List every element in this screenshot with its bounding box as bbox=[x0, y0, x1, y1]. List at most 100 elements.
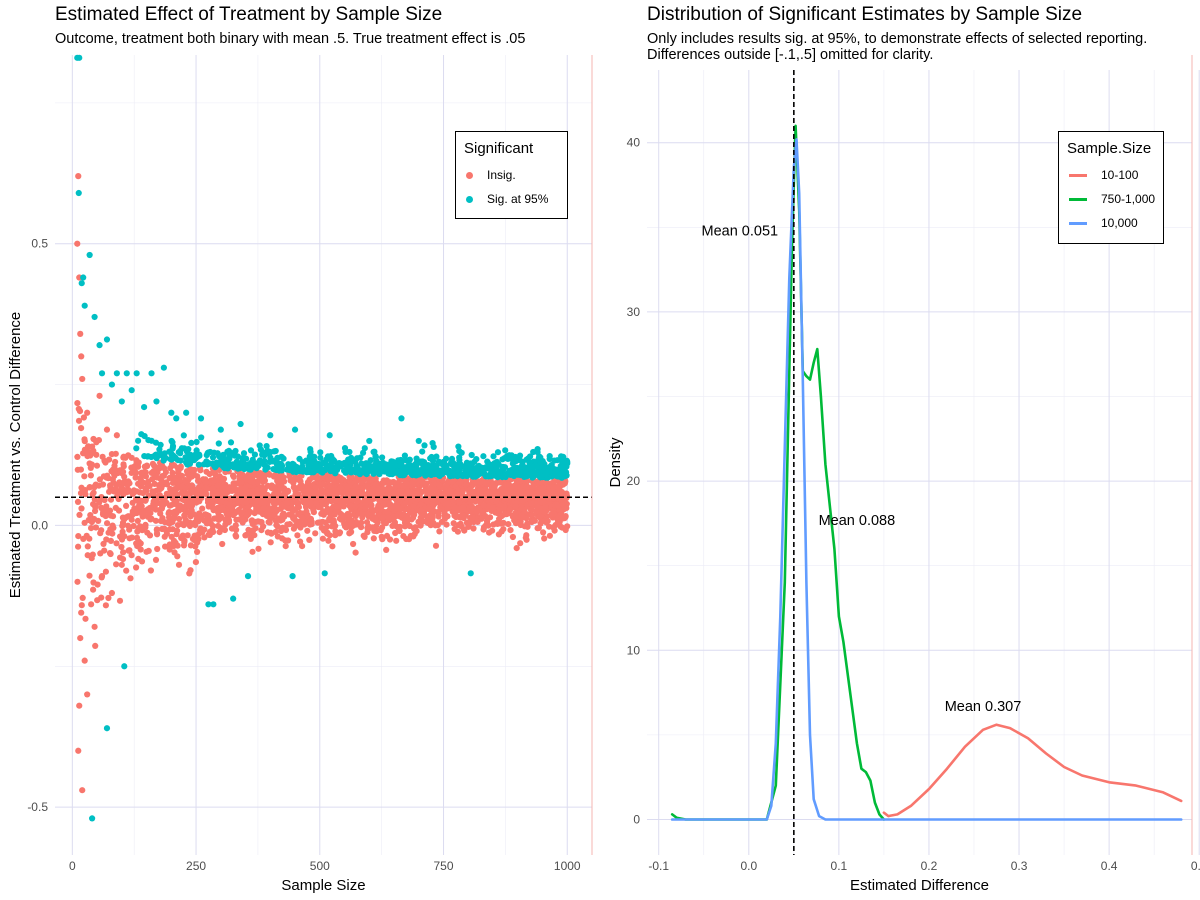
insig-point bbox=[160, 501, 167, 509]
x-tick-label: 0.3 bbox=[1011, 859, 1028, 873]
insig-point bbox=[444, 480, 451, 487]
insig-point bbox=[325, 537, 332, 544]
insig-point bbox=[130, 522, 137, 530]
insig-point bbox=[107, 537, 114, 545]
insig-point bbox=[95, 437, 102, 444]
insig-point bbox=[304, 527, 311, 534]
insig-point bbox=[279, 535, 286, 542]
insig-point bbox=[268, 530, 275, 537]
insig-point bbox=[168, 502, 175, 509]
sig-point bbox=[239, 455, 246, 462]
insig-point bbox=[347, 502, 354, 509]
insig-point bbox=[118, 536, 126, 543]
x-tick-label: -0.1 bbox=[648, 859, 669, 873]
sig-point bbox=[476, 463, 483, 470]
sig-point bbox=[367, 457, 374, 464]
insig-point bbox=[239, 519, 246, 526]
insig-point bbox=[162, 494, 169, 501]
sig-point bbox=[187, 451, 194, 458]
insig-point bbox=[169, 469, 176, 477]
insig-point bbox=[128, 516, 135, 523]
insig-point bbox=[219, 540, 226, 548]
sig-point bbox=[237, 420, 244, 428]
insig-point bbox=[458, 490, 465, 497]
sig-point bbox=[241, 461, 248, 468]
insig-point bbox=[494, 478, 502, 485]
insig-point bbox=[523, 536, 530, 543]
insig-point bbox=[464, 493, 471, 500]
insig-point bbox=[339, 511, 346, 519]
insig-point bbox=[138, 469, 145, 476]
sig-point bbox=[180, 432, 187, 439]
sig-point bbox=[133, 445, 140, 452]
density-plot: Mean 0.051 Mean 0.088 Mean 0.307 -0.1 0.0 0.1… bbox=[607, 55, 1200, 894]
insig-point bbox=[403, 535, 410, 543]
insig-point bbox=[344, 485, 351, 492]
scatter-legend-title: Significant bbox=[464, 140, 534, 157]
insig-point bbox=[143, 462, 150, 469]
sig-point bbox=[327, 462, 335, 469]
insig-point bbox=[505, 521, 512, 528]
insig-point bbox=[135, 504, 142, 511]
insig-point bbox=[365, 477, 373, 484]
insig-point bbox=[74, 498, 82, 505]
x-tick-label: 0.0 bbox=[740, 859, 757, 873]
insig-point bbox=[356, 489, 363, 496]
insig-point bbox=[176, 477, 183, 484]
insig-point bbox=[459, 504, 467, 511]
sig-point bbox=[554, 457, 561, 464]
sig-point bbox=[409, 472, 416, 479]
insig-point bbox=[445, 500, 452, 507]
insig-point bbox=[550, 495, 557, 502]
insig-point bbox=[199, 505, 206, 512]
sig-point bbox=[493, 458, 500, 465]
insig-point bbox=[428, 484, 435, 491]
insig-point bbox=[78, 425, 85, 432]
sig-point bbox=[289, 573, 296, 580]
insig-point bbox=[87, 511, 94, 519]
insig-point bbox=[306, 536, 313, 544]
sig-point bbox=[361, 445, 368, 452]
legend-10000-swatch bbox=[1069, 221, 1087, 225]
insig-point bbox=[183, 468, 191, 475]
insig-point bbox=[128, 454, 135, 461]
insig-point bbox=[518, 489, 525, 496]
sig-point bbox=[522, 473, 530, 480]
density-legend-title: Sample.Size bbox=[1067, 140, 1152, 157]
sig-point bbox=[330, 457, 337, 464]
insig-point bbox=[266, 511, 273, 518]
insig-point bbox=[90, 586, 97, 593]
insig-point bbox=[126, 480, 133, 487]
sig-point bbox=[413, 461, 420, 468]
sig-point bbox=[177, 457, 184, 464]
sig-point bbox=[263, 443, 270, 450]
insig-point bbox=[129, 499, 136, 506]
sig-point bbox=[173, 415, 180, 422]
insig-point bbox=[478, 515, 485, 522]
legend-10000-label: 10,000 bbox=[1101, 216, 1138, 230]
sig-point bbox=[153, 398, 160, 405]
sig-point bbox=[322, 460, 329, 467]
sig-point bbox=[169, 443, 177, 450]
insig-point bbox=[135, 463, 142, 470]
y-tick-label: 0 bbox=[633, 812, 640, 826]
insig-point bbox=[563, 505, 570, 512]
insig-point bbox=[130, 490, 137, 497]
insig-point bbox=[369, 488, 376, 495]
insig-point bbox=[370, 535, 377, 542]
insig-point bbox=[80, 414, 87, 421]
insig-point bbox=[385, 494, 392, 501]
sig-point bbox=[103, 725, 111, 732]
sig-point bbox=[319, 469, 326, 476]
insig-point bbox=[86, 572, 93, 579]
insig-point bbox=[249, 548, 256, 555]
sig-point bbox=[277, 462, 284, 469]
insig-point bbox=[175, 467, 182, 474]
x-tick-label: 0.2 bbox=[921, 859, 938, 873]
sig-point bbox=[515, 456, 522, 463]
y-tick-label: 10 bbox=[627, 643, 641, 657]
sig-point bbox=[564, 460, 571, 467]
insig-point bbox=[318, 510, 325, 517]
sig-point bbox=[123, 370, 130, 377]
sig-point bbox=[421, 459, 428, 466]
